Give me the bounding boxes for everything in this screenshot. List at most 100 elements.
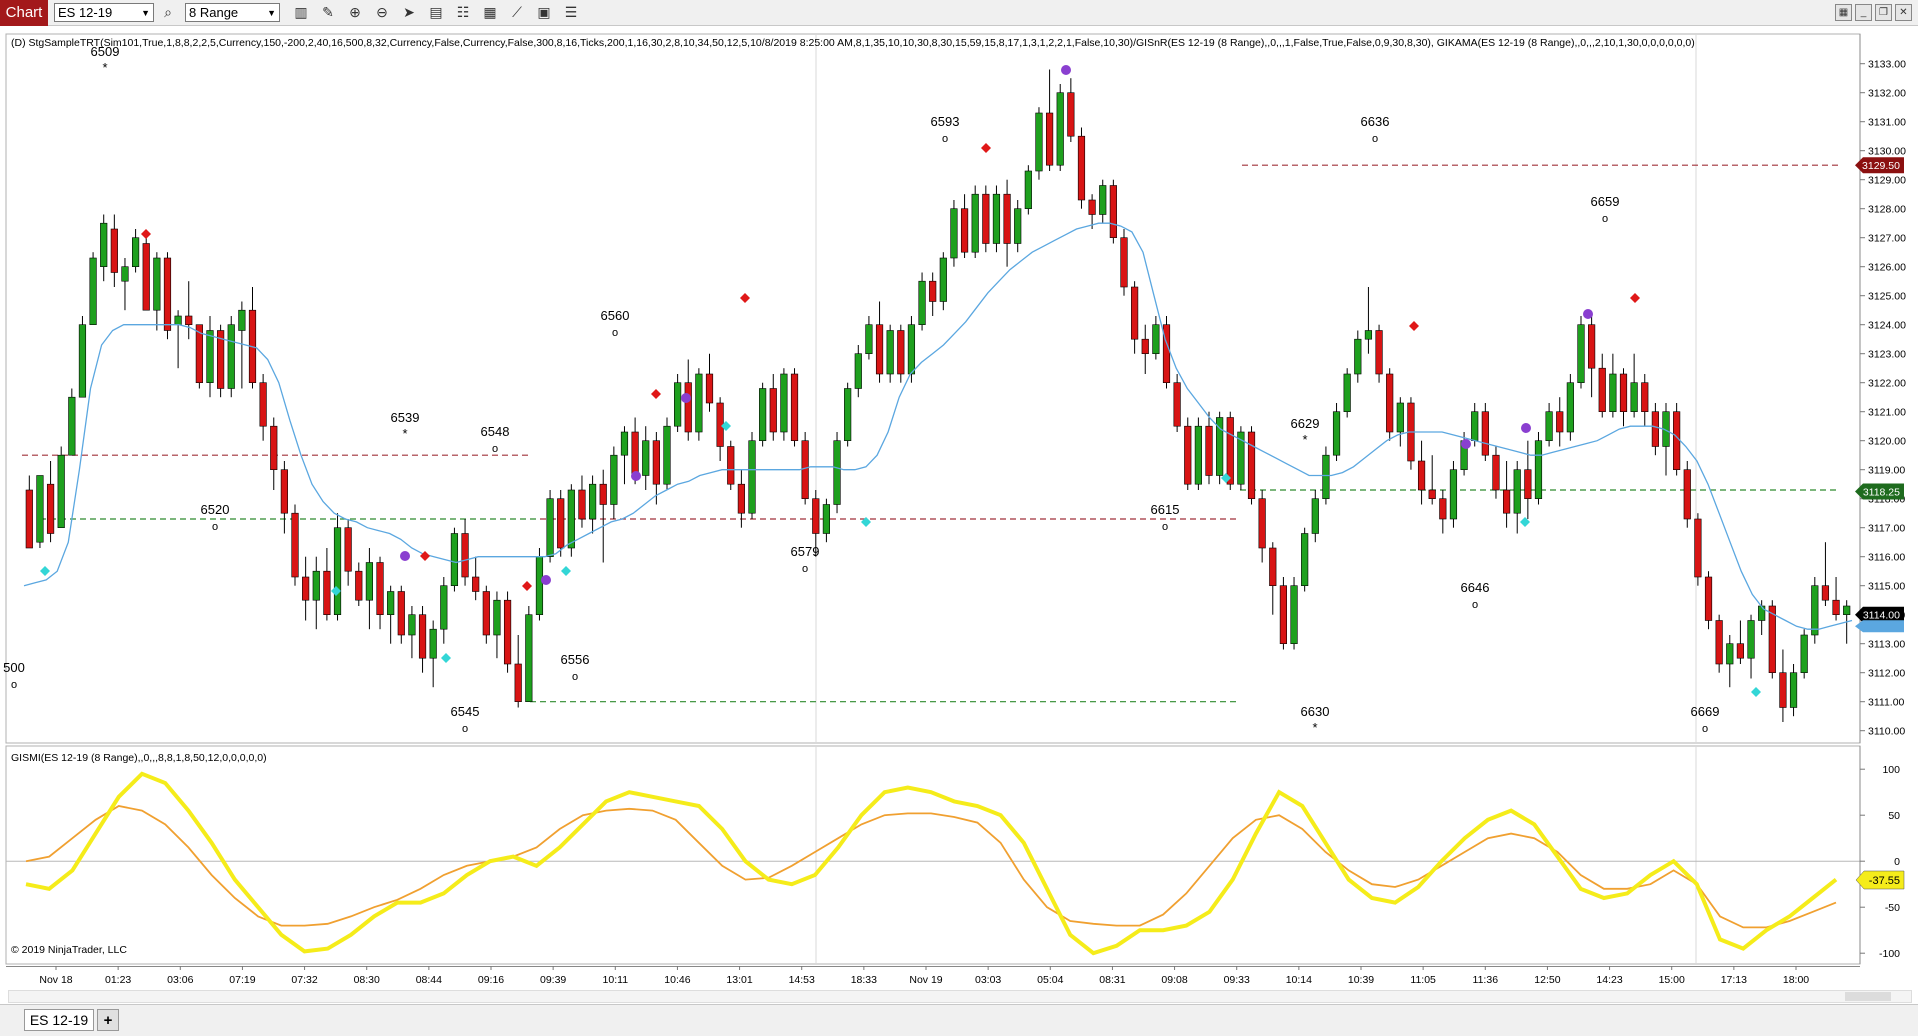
properties-icon[interactable]: ☷ — [456, 4, 470, 20]
zoom-out-icon[interactable]: ⊖ — [376, 4, 388, 20]
close-icon[interactable]: ✕ — [1895, 4, 1912, 21]
oscillator-fast-line — [25, 771, 1838, 956]
horizontal-scrollbar[interactable] — [8, 990, 1912, 1003]
candle-body-up — [1099, 185, 1107, 215]
swing-symbol: o — [212, 521, 218, 533]
chevron-down-icon: ▼ — [141, 7, 150, 18]
candle — [291, 504, 299, 586]
candle — [344, 519, 352, 586]
price-tick-label: 3117.00 — [1868, 523, 1905, 535]
swing-symbol: o — [462, 723, 468, 735]
candle-body-down — [897, 330, 905, 375]
swing-label: 6636 o — [1361, 114, 1390, 145]
time-axis[interactable]: Nov 18 01:23 03:06 07:19 07:32 08:30 08:44 09:1… — [0, 966, 1918, 990]
bar-type-select[interactable]: 8 Range ▼ — [185, 3, 280, 22]
zoom-in-icon[interactable]: ⊕ — [349, 4, 361, 20]
candle — [1067, 78, 1075, 142]
search-icon[interactable]: ⌕ — [164, 4, 172, 20]
pointer-icon[interactable]: ➤ — [403, 4, 415, 20]
restore-icon[interactable]: ❐ — [1875, 4, 1892, 21]
candle-body-up — [57, 454, 65, 529]
candle-body-down — [25, 489, 33, 549]
candle — [1088, 194, 1096, 229]
candle-body-up — [1311, 498, 1319, 534]
swing-label: 6556 o — [561, 652, 590, 683]
sell-signal-marker — [981, 143, 991, 153]
candle — [408, 606, 416, 659]
minimize-icon[interactable]: _ — [1855, 4, 1872, 21]
price-tick-label: 3120.00 — [1868, 436, 1906, 448]
swing-symbol: * — [102, 60, 107, 75]
candle-body-up — [131, 237, 140, 267]
buy-signal-marker — [331, 586, 341, 596]
pencil-icon[interactable]: ✎ — [322, 4, 334, 20]
swing-label: 6560 o — [601, 308, 630, 339]
candle — [227, 316, 235, 398]
candle-body-down — [185, 315, 193, 325]
templates-icon[interactable]: ▣ — [537, 4, 551, 20]
instrument-select[interactable]: ES 12-19 ▼ — [54, 3, 154, 22]
candle — [270, 417, 278, 490]
oscillator-value-marker: -37.55 — [1855, 870, 1905, 890]
tab-es-12-19[interactable]: ES 12-19 — [24, 1009, 94, 1031]
time-tick-label: 09:08 — [1161, 974, 1187, 986]
candle-body-up — [312, 570, 320, 601]
time-tick-label: Nov 18 — [39, 974, 72, 986]
candle-body-down — [1779, 672, 1787, 708]
swing-id: 6520 — [201, 502, 230, 517]
data-box-icon[interactable]: ▤ — [429, 4, 443, 20]
candle — [1449, 461, 1458, 528]
candle — [57, 446, 65, 529]
swing-symbol: o — [1702, 723, 1708, 735]
time-tick-label: 03:06 — [167, 974, 193, 986]
candle — [1056, 84, 1064, 171]
candle — [620, 426, 629, 485]
candle-body-up — [1354, 338, 1362, 375]
candle-body-up — [642, 440, 650, 476]
candle-body-down — [1502, 489, 1511, 514]
candle — [46, 461, 55, 543]
candle-body-up — [918, 280, 926, 325]
candle — [759, 382, 767, 447]
candle — [323, 548, 331, 621]
candle-body-down — [875, 324, 884, 375]
candle — [131, 229, 140, 273]
kama-line — [23, 222, 1853, 630]
candle-body-up — [780, 373, 788, 433]
candle-body-down — [737, 483, 745, 514]
scrollbar-thumb[interactable] — [1845, 992, 1891, 1001]
candle-body-down — [1556, 411, 1564, 433]
candle — [1492, 446, 1500, 499]
candle-body-down — [1736, 643, 1745, 659]
sell-signal-marker — [420, 551, 430, 561]
candle-body-up — [493, 599, 501, 636]
candle — [36, 475, 44, 548]
candle — [812, 490, 820, 557]
swing-label: 6646 o — [1461, 580, 1490, 611]
pivot-dot-marker — [1461, 439, 1471, 449]
candle-body-down — [503, 599, 512, 665]
swing-label: 6509* — [91, 44, 120, 75]
oscillator-panel[interactable]: 100 50 0 -50 -100 -37.55 GISMI(ES 12-19 (8 R… — [0, 744, 1918, 966]
strategies-icon[interactable]: ⟋ — [512, 4, 522, 20]
chart-menu-button[interactable]: Chart — [0, 0, 48, 26]
candle-body-up — [844, 388, 852, 442]
candle-body-down — [1141, 338, 1149, 355]
list-icon[interactable]: ☰ — [564, 4, 578, 20]
buy-signal-marker — [1520, 517, 1530, 527]
candle — [1779, 649, 1787, 722]
candle — [1428, 455, 1436, 505]
add-tab-button[interactable]: + — [97, 1009, 119, 1031]
candle-body-down — [46, 483, 55, 534]
indicators-icon[interactable]: ▦ — [483, 4, 497, 20]
bars-icon[interactable]: ▥ — [294, 4, 308, 20]
oscillator-average-line — [25, 805, 1837, 929]
tile-icon[interactable]: ▦ — [1835, 4, 1852, 21]
candle — [1077, 127, 1086, 209]
candle-body-down — [323, 570, 331, 616]
candle — [1216, 411, 1224, 485]
candle — [1109, 179, 1117, 244]
price-marker-badge — [1855, 157, 1904, 174]
time-tick-label: 09:39 — [540, 974, 566, 986]
